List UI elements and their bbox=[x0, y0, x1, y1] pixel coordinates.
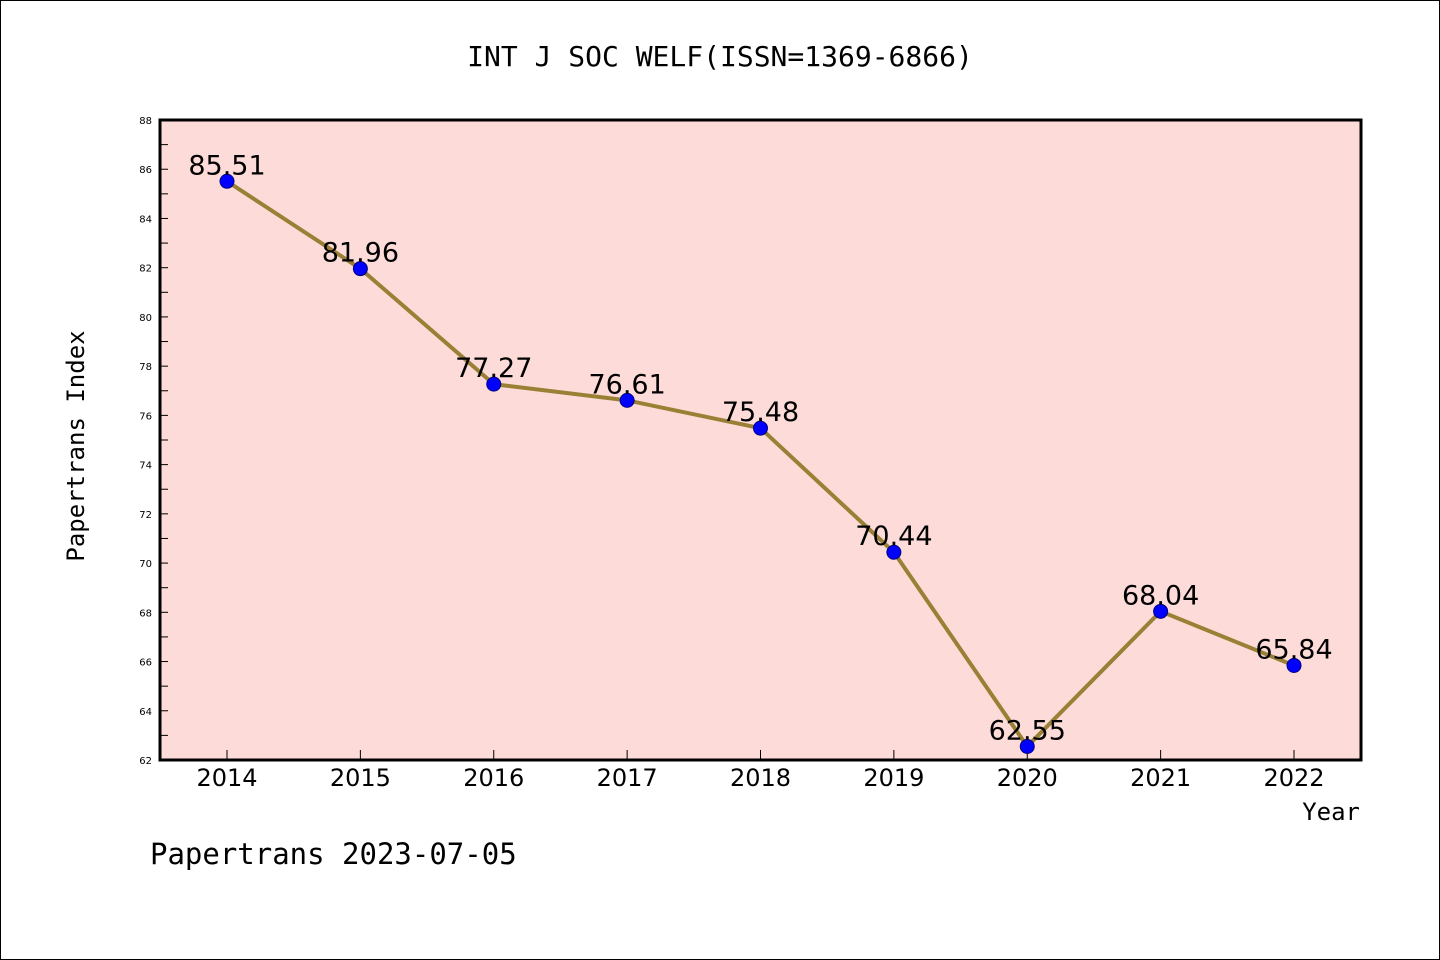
data-point bbox=[1153, 603, 1169, 619]
y-tick-label: 82 bbox=[139, 264, 152, 275]
x-tick-label: 2016 bbox=[463, 764, 524, 792]
y-tick-label: 68 bbox=[139, 608, 152, 619]
data-point bbox=[753, 420, 768, 436]
x-tick-label: 2018 bbox=[730, 764, 791, 792]
y-tick-label: 70 bbox=[139, 559, 152, 570]
footer-date-stamp: Papertrans 2023-07-05 bbox=[150, 837, 517, 871]
data-point bbox=[486, 376, 502, 392]
data-label: 81.96 bbox=[322, 238, 399, 269]
y-tick-label: 62 bbox=[139, 756, 152, 767]
data-point bbox=[1286, 657, 1302, 673]
y-tick-label: 66 bbox=[139, 658, 152, 669]
data-point bbox=[1019, 738, 1035, 754]
x-tick-label: 2014 bbox=[196, 764, 257, 792]
data-point bbox=[619, 392, 635, 408]
data-label: 76.61 bbox=[588, 369, 665, 400]
y-tick-label: 80 bbox=[139, 313, 152, 324]
data-label: 65.84 bbox=[1255, 634, 1332, 665]
y-tick-label: 76 bbox=[139, 411, 152, 422]
x-tick-label: 2015 bbox=[330, 764, 391, 792]
data-point bbox=[352, 261, 368, 277]
x-tick-label: 2017 bbox=[597, 764, 658, 792]
data-label: 70.44 bbox=[855, 521, 932, 552]
data-point bbox=[219, 173, 235, 189]
y-tick-label: 86 bbox=[139, 165, 152, 176]
y-tick-label: 88 bbox=[139, 116, 152, 127]
data-label: 77.27 bbox=[455, 353, 532, 384]
x-tick-label: 2020 bbox=[997, 764, 1058, 792]
y-tick-label: 78 bbox=[139, 362, 152, 373]
x-tick-label: 2019 bbox=[863, 764, 924, 792]
y-axis-ticks: 62 64 66 68 70 72 74 76 78 80 82 84 86 88 bbox=[139, 116, 168, 767]
data-label: 68.04 bbox=[1122, 580, 1199, 611]
y-tick-label: 74 bbox=[139, 461, 152, 472]
y-axis-label: Papertrans Index bbox=[62, 330, 90, 561]
x-tick-label: 2022 bbox=[1263, 764, 1324, 792]
x-axis-label: Year bbox=[1302, 798, 1360, 826]
data-label: 75.48 bbox=[722, 397, 799, 428]
series-markers bbox=[219, 173, 1302, 754]
y-tick-label: 84 bbox=[139, 214, 152, 225]
x-axis-ticks: 2014 2015 2016 2017 2018 2019 2020 2021 2022 bbox=[196, 750, 1325, 792]
data-point bbox=[886, 544, 902, 560]
plot-border bbox=[158, 118, 1363, 762]
data-label: 62.55 bbox=[989, 715, 1066, 746]
data-label: 85.51 bbox=[188, 150, 265, 181]
plot-area bbox=[160, 120, 1361, 760]
y-tick-label: 64 bbox=[139, 707, 152, 718]
chart-title: INT J SOC WELF(ISSN=1369-6866) bbox=[467, 40, 973, 73]
data-labels: 85.51 81.96 77.27 76.61 75.48 70.44 62.55 68.04… bbox=[188, 150, 1332, 746]
x-tick-label: 2021 bbox=[1130, 764, 1191, 792]
y-tick-label: 72 bbox=[139, 510, 152, 521]
